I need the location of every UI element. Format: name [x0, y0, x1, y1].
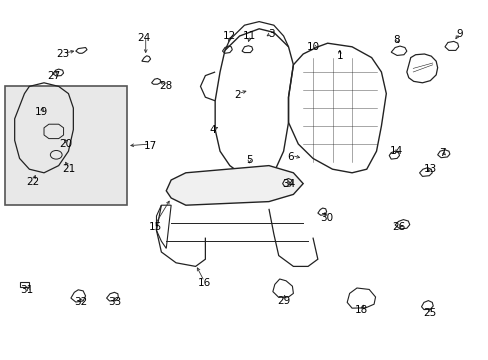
Polygon shape [166, 166, 303, 205]
Text: 29: 29 [276, 296, 290, 306]
Bar [5, 86, 127, 205]
Text: 21: 21 [61, 164, 75, 174]
Text: 14: 14 [388, 146, 402, 156]
Text: 12: 12 [223, 31, 236, 41]
Text: 8: 8 [392, 35, 399, 45]
Text: 2: 2 [233, 90, 240, 100]
Text: 22: 22 [26, 177, 40, 187]
Text: 18: 18 [354, 305, 368, 315]
Text: 20: 20 [60, 139, 72, 149]
Text: 24: 24 [137, 33, 151, 43]
Text: 16: 16 [197, 278, 211, 288]
Text: 28: 28 [159, 81, 173, 91]
Text: 31: 31 [20, 285, 34, 295]
Text: 15: 15 [148, 222, 162, 232]
Text: 6: 6 [287, 152, 294, 162]
Text: 27: 27 [47, 71, 61, 81]
Text: 5: 5 [245, 155, 252, 165]
Text: 32: 32 [74, 297, 87, 307]
Text: 19: 19 [35, 107, 48, 117]
Text: 17: 17 [143, 141, 157, 151]
Text: 23: 23 [56, 49, 69, 59]
Text: 30: 30 [320, 213, 332, 223]
Text: 4: 4 [209, 125, 216, 135]
Text: 11: 11 [242, 31, 256, 41]
Text: 26: 26 [391, 222, 405, 232]
Text: 3: 3 [267, 29, 274, 39]
Text: 33: 33 [108, 297, 122, 307]
Text: 34: 34 [281, 179, 295, 189]
Text: 13: 13 [423, 164, 436, 174]
Text: 9: 9 [455, 29, 462, 39]
Text: 10: 10 [306, 42, 319, 52]
Text: 25: 25 [423, 308, 436, 318]
Text: 7: 7 [438, 148, 445, 158]
Text: 1: 1 [336, 51, 343, 61]
